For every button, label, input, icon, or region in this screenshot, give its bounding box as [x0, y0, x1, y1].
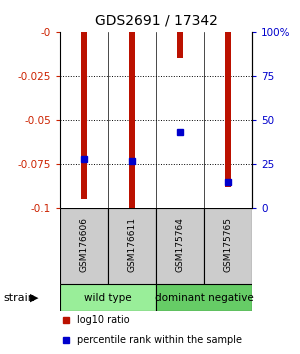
- Title: GDS2691 / 17342: GDS2691 / 17342: [94, 14, 218, 28]
- Bar: [108, 208, 156, 284]
- Text: GSM176606: GSM176606: [80, 217, 88, 272]
- Bar: [60, 284, 156, 311]
- Bar: [204, 208, 252, 284]
- Text: wild type: wild type: [84, 292, 132, 303]
- Bar: [225, 32, 231, 187]
- Bar: [177, 32, 183, 58]
- Bar: [156, 208, 204, 284]
- Text: strain: strain: [3, 292, 35, 303]
- Text: ▶: ▶: [30, 292, 39, 303]
- Text: log10 ratio: log10 ratio: [77, 315, 130, 325]
- Text: GSM175765: GSM175765: [224, 217, 232, 272]
- Bar: [156, 284, 252, 311]
- Bar: [60, 208, 108, 284]
- Bar: [81, 32, 87, 199]
- Text: GSM176611: GSM176611: [128, 217, 136, 272]
- Text: percentile rank within the sample: percentile rank within the sample: [77, 335, 242, 345]
- Text: GSM175764: GSM175764: [176, 217, 184, 272]
- Bar: [129, 32, 135, 208]
- Text: dominant negative: dominant negative: [154, 292, 254, 303]
